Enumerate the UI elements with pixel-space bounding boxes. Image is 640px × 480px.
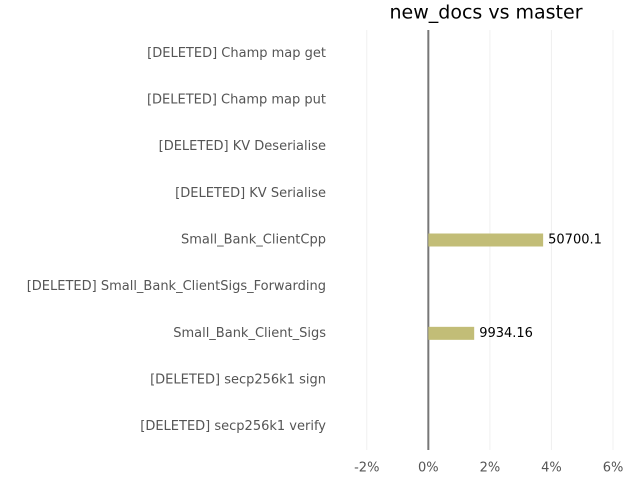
y-tick-label: [DELETED] KV Serialise (175, 186, 326, 201)
x-tick-label: 2% (480, 461, 501, 476)
chart-title: new_docs vs master (389, 2, 582, 24)
y-tick-label: [DELETED] secp256k1 sign (150, 373, 326, 388)
bar-annotation: 9934.16 (479, 326, 533, 341)
x-tick-label: -2% (354, 461, 379, 476)
x-tick-label: 4% (541, 461, 562, 476)
y-tick-label: [DELETED] Champ map put (147, 93, 326, 108)
bar-annotation: 50700.1 (548, 233, 602, 248)
x-tick-label: 6% (603, 461, 624, 476)
y-tick-label: Small_Bank_ClientCpp (181, 233, 326, 248)
bar (428, 326, 475, 340)
y-tick-label: Small_Bank_Client_Sigs (173, 326, 326, 341)
y-tick-label: [DELETED] KV Deserialise (159, 139, 326, 154)
y-tick-label: [DELETED] Small_Bank_ClientSigs_Forwardi… (27, 279, 326, 294)
y-tick-label: [DELETED] Champ map get (147, 46, 326, 61)
y-tick-label: [DELETED] secp256k1 verify (140, 419, 326, 434)
x-tick-label: 0% (418, 461, 439, 476)
bar (428, 233, 544, 247)
